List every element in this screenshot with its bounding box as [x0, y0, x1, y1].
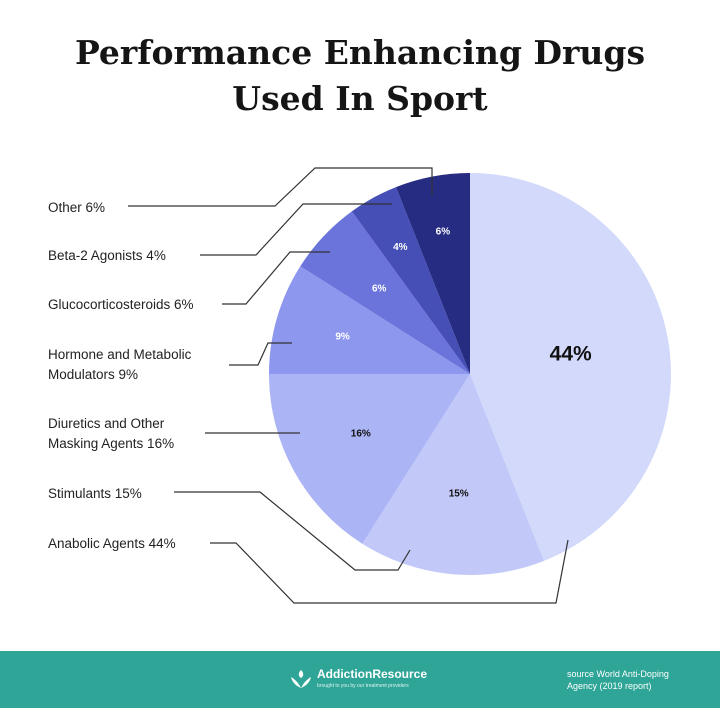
title-line-1: Performance Enhancing Drugs [74, 33, 646, 72]
pie-slice-hormone-and-metabolic-modulators [269, 266, 470, 374]
leader-line-other [128, 167, 433, 207]
slice-label-stimulants: 15% [449, 489, 469, 500]
slice-label-other: 6% [436, 226, 451, 237]
leader-line-glucocorticosteroids [222, 251, 330, 305]
pie-slice-glucocorticosteroids [300, 211, 470, 374]
source-line-1: source World Anti-Doping [567, 669, 669, 679]
hands-leaf-icon [291, 670, 311, 688]
leader-line-stimulants [174, 491, 411, 571]
legend-item-hormone-and-metabolic-modulators: Hormone and Metabolic Modulators 9% [48, 347, 192, 382]
brand-tagline: brought to you by our treatment provider… [317, 683, 409, 689]
slice-label-hormone-and-metabolic-modulators: 9% [335, 332, 350, 343]
footer-bar: AddictionResource brought to you by our … [0, 651, 720, 708]
brand-name: AddictionResource [317, 667, 428, 681]
pie-slice-anabolic-agents [470, 173, 672, 561]
pie-slice-other [396, 173, 470, 374]
legend-item-glucocorticosteroids: Glucocorticosteroids 6% [48, 297, 194, 312]
legend-item-anabolic-agents: Anabolic Agents 44% [48, 536, 176, 551]
source-line-2: Agency (2019 report) [567, 681, 652, 691]
leader-line-anabolic-agents [210, 539, 569, 604]
legend-item-other: Other 6% [48, 200, 105, 215]
legend-item-beta-2-agonists: Beta-2 Agonists 4% [48, 248, 166, 263]
title-line-2: Used In Sport [232, 79, 488, 118]
slice-label-glucocorticosteroids: 6% [372, 283, 387, 294]
slice-label-diuretics-and-other-masking-agents: 16% [351, 429, 371, 440]
leader-line-beta-2-agonists [200, 203, 392, 256]
slice-label-anabolic-agents: 44% [550, 342, 592, 365]
slice-label-beta-2-agonists: 4% [393, 242, 408, 253]
pie-slices [269, 173, 672, 576]
leader-line-hormone-and-metabolic-modulators [229, 342, 292, 366]
legend-item-diuretics-and-other-masking-agents: Diuretics and Other Masking Agents 16% [48, 416, 174, 451]
pie-slice-stimulants [362, 374, 544, 576]
legend-item-stimulants: Stimulants 15% [48, 486, 142, 501]
pie-chart: 44% 15% 16% 9% 6% 4% 6% Other 6% Beta-2 Agonist… [48, 167, 672, 604]
leader-lines [128, 167, 569, 604]
pie-slice-diuretics-and-other-masking-agents [269, 374, 470, 544]
chart-title: Performance Enhancing Drugs Used In Spor… [0, 30, 720, 122]
pie-slice-beta-2-agonists [351, 187, 470, 374]
slice-value-labels: 44% 15% 16% 9% 6% 4% 6% [335, 226, 592, 499]
source-note: source World Anti-Doping Agency (2019 re… [567, 668, 707, 692]
legend: Other 6% Beta-2 Agonists 4% Glucocorticost… [48, 200, 194, 551]
